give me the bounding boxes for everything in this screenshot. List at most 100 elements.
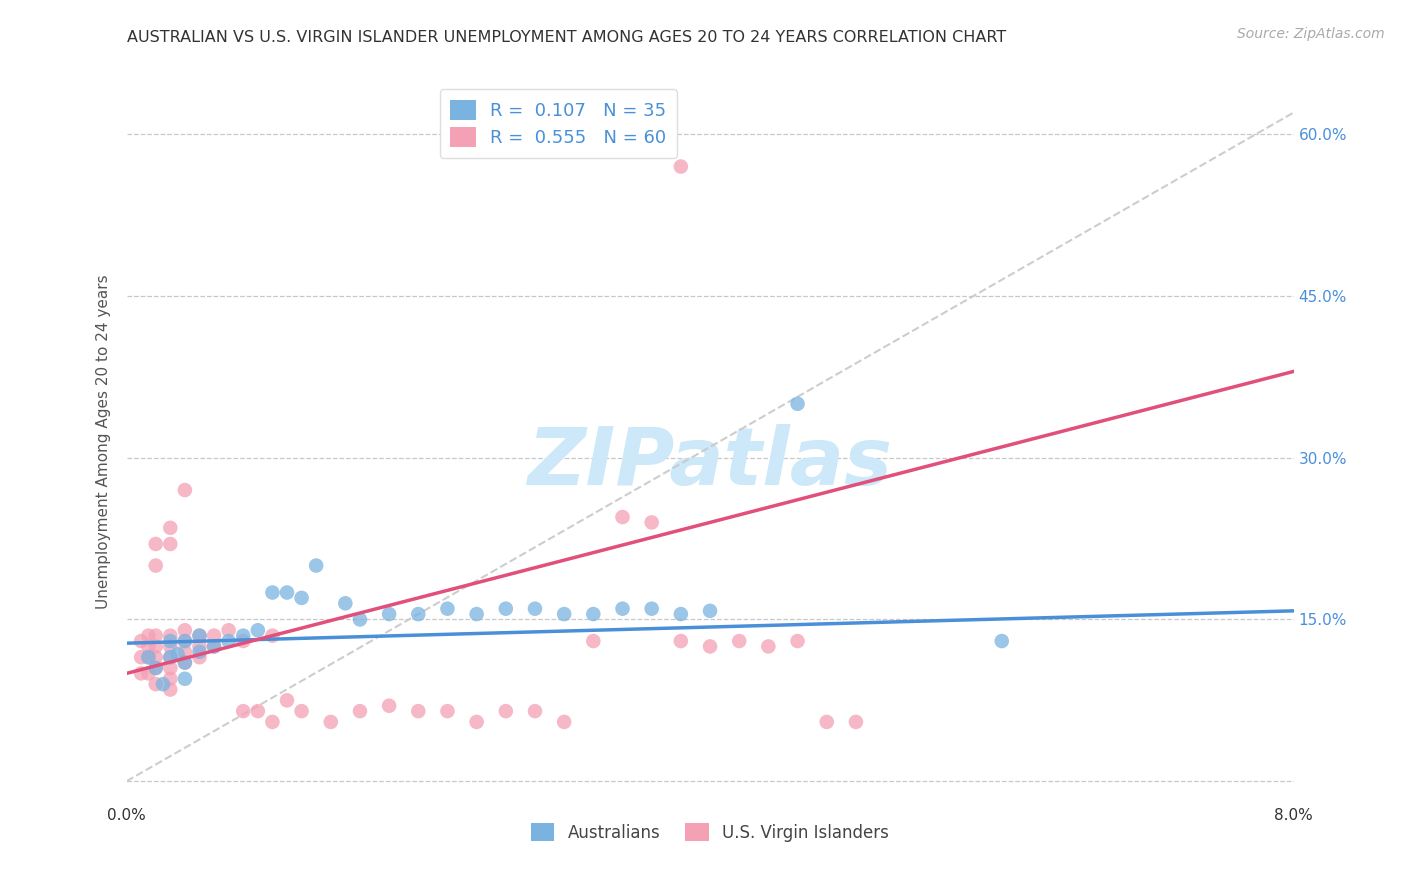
- Point: [174, 483, 197, 497]
- Point: [159, 634, 181, 648]
- Text: AUSTRALIAN VS U.S. VIRGIN ISLANDER UNEMPLOYMENT AMONG AGES 20 TO 24 YEARS CORREL: AUSTRALIAN VS U.S. VIRGIN ISLANDER UNEMP…: [127, 29, 1005, 45]
- Point: [159, 629, 181, 643]
- Point: [436, 704, 458, 718]
- Point: [138, 650, 160, 665]
- Legend: Australians, U.S. Virgin Islanders: Australians, U.S. Virgin Islanders: [524, 817, 896, 848]
- Point: [523, 601, 546, 615]
- Point: [202, 629, 225, 643]
- Point: [145, 629, 167, 643]
- Text: ZIPatlas: ZIPatlas: [527, 425, 893, 502]
- Point: [669, 607, 692, 621]
- Point: [159, 521, 181, 535]
- Point: [138, 640, 160, 654]
- Point: [276, 585, 298, 599]
- Point: [145, 650, 167, 665]
- Point: [553, 607, 575, 621]
- Y-axis label: Unemployment Among Ages 20 to 24 years: Unemployment Among Ages 20 to 24 years: [96, 274, 111, 609]
- Point: [188, 645, 211, 659]
- Point: [138, 650, 160, 665]
- Point: [612, 510, 634, 524]
- Point: [202, 640, 225, 654]
- Point: [786, 397, 808, 411]
- Point: [436, 601, 458, 615]
- Point: [815, 714, 838, 729]
- Point: [349, 612, 371, 626]
- Point: [786, 634, 808, 648]
- Point: [246, 704, 269, 718]
- Point: [145, 537, 167, 551]
- Point: [276, 693, 298, 707]
- Point: [582, 607, 605, 621]
- Point: [756, 640, 779, 654]
- Point: [262, 714, 284, 729]
- Point: [174, 656, 197, 670]
- Point: [166, 647, 188, 661]
- Point: [129, 634, 152, 648]
- Point: [232, 704, 254, 718]
- Point: [138, 629, 160, 643]
- Point: [159, 661, 181, 675]
- Point: [188, 650, 211, 665]
- Point: [159, 650, 181, 665]
- Point: [246, 624, 269, 638]
- Point: [699, 604, 721, 618]
- Point: [159, 682, 181, 697]
- Point: [290, 704, 312, 718]
- Point: [174, 624, 197, 638]
- Point: [640, 601, 664, 615]
- Point: [465, 714, 488, 729]
- Point: [145, 661, 167, 675]
- Point: [174, 634, 197, 648]
- Point: [465, 607, 488, 621]
- Point: [174, 645, 197, 659]
- Point: [523, 704, 546, 718]
- Point: [582, 634, 605, 648]
- Point: [669, 160, 692, 174]
- Point: [159, 650, 181, 665]
- Point: [145, 661, 167, 675]
- Point: [378, 698, 401, 713]
- Point: [218, 624, 240, 638]
- Point: [174, 672, 197, 686]
- Point: [495, 601, 517, 615]
- Point: [188, 629, 211, 643]
- Point: [218, 634, 240, 648]
- Point: [202, 640, 225, 654]
- Point: [305, 558, 328, 573]
- Point: [845, 714, 868, 729]
- Point: [232, 629, 254, 643]
- Point: [129, 666, 152, 681]
- Point: [495, 704, 517, 718]
- Point: [990, 634, 1012, 648]
- Point: [174, 656, 197, 670]
- Point: [145, 677, 167, 691]
- Point: [728, 634, 751, 648]
- Point: [145, 558, 167, 573]
- Point: [335, 596, 357, 610]
- Point: [612, 601, 634, 615]
- Point: [262, 629, 284, 643]
- Point: [669, 634, 692, 648]
- Point: [188, 640, 211, 654]
- Point: [699, 640, 721, 654]
- Point: [349, 704, 371, 718]
- Point: [159, 640, 181, 654]
- Point: [262, 585, 284, 599]
- Point: [319, 714, 342, 729]
- Point: [188, 629, 211, 643]
- Point: [378, 607, 401, 621]
- Point: [290, 591, 312, 605]
- Point: [145, 640, 167, 654]
- Point: [129, 650, 152, 665]
- Point: [408, 607, 430, 621]
- Point: [553, 714, 575, 729]
- Point: [408, 704, 430, 718]
- Point: [174, 634, 197, 648]
- Text: Source: ZipAtlas.com: Source: ZipAtlas.com: [1237, 27, 1385, 41]
- Point: [232, 634, 254, 648]
- Point: [152, 677, 174, 691]
- Point: [640, 516, 664, 530]
- Point: [159, 672, 181, 686]
- Point: [138, 666, 160, 681]
- Point: [159, 537, 181, 551]
